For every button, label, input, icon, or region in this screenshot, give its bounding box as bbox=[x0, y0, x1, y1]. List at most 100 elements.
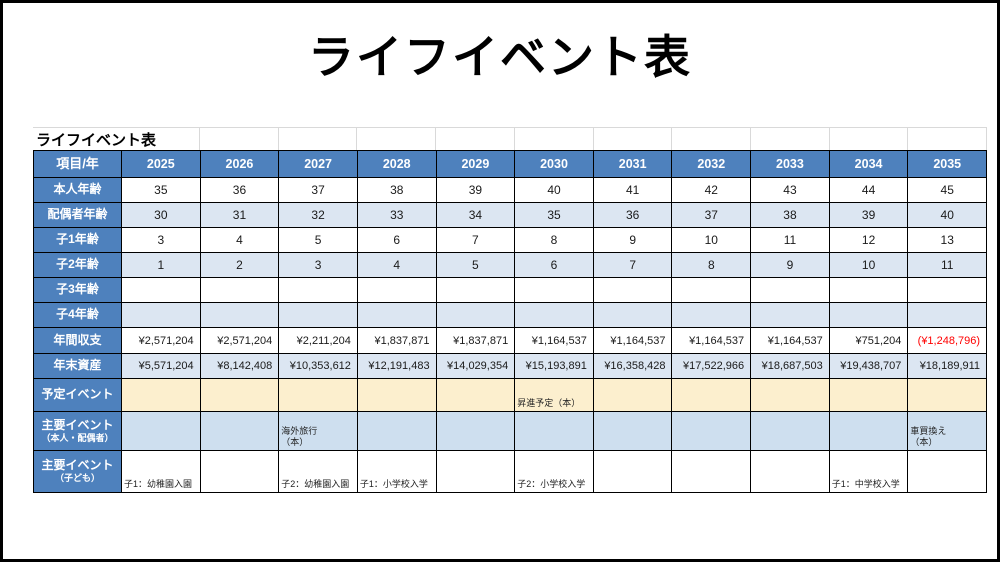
cell-spouse-age-2027: 32 bbox=[279, 203, 358, 228]
cell-child1-age-2027: 5 bbox=[279, 228, 358, 253]
cell-main-events-children-2026 bbox=[200, 451, 280, 493]
table-row-child1-age: 子1年齢 3 4 5 6 7 8 9 10 11 12 13 bbox=[34, 228, 988, 253]
row-label-text: 子3年齢 bbox=[56, 282, 99, 297]
cell-year-end-assets-2025: ¥5,571,204 bbox=[122, 354, 201, 379]
cell-planned-events-2029 bbox=[436, 379, 516, 412]
title-row-empty-cell bbox=[672, 128, 751, 150]
cell-main-events-children-2035 bbox=[908, 451, 988, 493]
cell-child1-age-2028: 6 bbox=[357, 228, 437, 253]
cell-spouse-age-2029: 34 bbox=[436, 203, 516, 228]
life-event-table: ライフイベント表 項目/年 2025 2026 2027 2028 2029 2030 203… bbox=[33, 127, 988, 493]
cell-honnin-age-2029: 39 bbox=[436, 178, 516, 203]
cell-child3-age-2035 bbox=[908, 278, 988, 303]
cell-child2-age-2029: 5 bbox=[436, 253, 516, 278]
cell-honnin-age-2026: 36 bbox=[200, 178, 280, 203]
cell-child3-age-2030 bbox=[515, 278, 594, 303]
cell-child1-age-2026: 4 bbox=[200, 228, 280, 253]
cell-child3-age-2034 bbox=[829, 278, 909, 303]
row-label-text: 主要イベント bbox=[41, 417, 114, 432]
row-sublabel-text: （本人・配偶者） bbox=[41, 432, 114, 443]
cell-main-events-children-2032 bbox=[672, 451, 752, 493]
row-label-child1-age: 子1年齢 bbox=[34, 228, 122, 253]
cell-spouse-age-2034: 39 bbox=[829, 203, 909, 228]
cell-spouse-age-2030: 35 bbox=[515, 203, 594, 228]
cell-child3-age-2025 bbox=[122, 278, 201, 303]
row-label-text: 主要イベント bbox=[41, 458, 114, 473]
year-header-2035: 2035 bbox=[908, 151, 988, 178]
row-label-planned-events: 予定イベント bbox=[34, 379, 122, 412]
cell-annual-balance-2028: ¥1,837,871 bbox=[357, 328, 437, 354]
cell-child2-age-2034: 10 bbox=[829, 253, 909, 278]
row-label-honnin-age: 本人年齢 bbox=[34, 178, 122, 203]
cell-child1-age-2025: 3 bbox=[122, 228, 201, 253]
cell-main-events-adult-2025 bbox=[122, 412, 201, 451]
cell-annual-balance-2025: ¥2,571,204 bbox=[122, 328, 201, 354]
cell-annual-balance-2027: ¥2,211,204 bbox=[279, 328, 358, 354]
cell-year-end-assets-2035: ¥18,189,911 bbox=[908, 354, 988, 379]
cell-planned-events-2035 bbox=[908, 379, 988, 412]
row-label-year-end-assets: 年末資産 bbox=[34, 354, 122, 379]
cell-child3-age-2029 bbox=[436, 278, 516, 303]
cell-child2-age-2025: 1 bbox=[122, 253, 201, 278]
cell-child1-age-2029: 7 bbox=[436, 228, 516, 253]
cell-honnin-age-2033: 43 bbox=[751, 178, 830, 203]
cell-main-events-children-2025: 子1：幼稚園入園 bbox=[122, 451, 201, 493]
cell-main-events-adult-2032 bbox=[672, 412, 752, 451]
row-label-text: 配偶者年齢 bbox=[47, 207, 108, 222]
row-label-spouse-age: 配偶者年齢 bbox=[34, 203, 122, 228]
title-row-empty-cell bbox=[436, 128, 515, 150]
cell-spouse-age-2025: 30 bbox=[122, 203, 201, 228]
table-row-spouse-age: 配偶者年齢 30 31 32 33 34 35 36 37 38 39 40 bbox=[34, 203, 988, 228]
title-row-empty-cell bbox=[750, 128, 830, 150]
cell-main-events-adult-2030 bbox=[515, 412, 594, 451]
cell-child2-age-2030: 6 bbox=[515, 253, 594, 278]
cell-spouse-age-2033: 38 bbox=[751, 203, 830, 228]
cell-planned-events-2034 bbox=[829, 379, 909, 412]
cell-child4-age-2029 bbox=[436, 303, 516, 328]
cell-year-end-assets-2034: ¥19,438,707 bbox=[829, 354, 909, 379]
cell-year-end-assets-2031: ¥16,358,428 bbox=[593, 354, 673, 379]
title-row-empty-cell bbox=[514, 128, 594, 150]
table-title-row: ライフイベント表 bbox=[33, 127, 988, 150]
row-label-text: 予定イベント bbox=[41, 387, 114, 402]
cell-planned-events-2030: 昇進予定（本） bbox=[515, 379, 594, 412]
table-row-child4-age: 子4年齢 bbox=[34, 303, 988, 328]
year-header-2032: 2032 bbox=[672, 151, 752, 178]
year-header-2031: 2031 bbox=[593, 151, 673, 178]
cell-planned-events-2025 bbox=[122, 379, 201, 412]
cell-child4-age-2033 bbox=[751, 303, 830, 328]
cell-main-events-adult-2028 bbox=[357, 412, 437, 451]
table-row-honnin-age: 本人年齢 35 36 37 38 39 40 41 42 43 44 45 bbox=[34, 178, 988, 203]
title-row-empty-cell bbox=[278, 128, 358, 150]
cell-child4-age-2034 bbox=[829, 303, 909, 328]
cell-annual-balance-2026: ¥2,571,204 bbox=[200, 328, 280, 354]
cell-annual-balance-2030: ¥1,164,537 bbox=[515, 328, 594, 354]
cell-child4-age-2032 bbox=[672, 303, 752, 328]
cell-main-events-children-2030: 子2：小学校入学 bbox=[515, 451, 594, 493]
table-header-row: 項目/年 2025 2026 2027 2028 2029 2030 2031 2032 2033… bbox=[34, 151, 988, 178]
cell-child3-age-2032 bbox=[672, 278, 752, 303]
cell-main-events-children-2031 bbox=[593, 451, 673, 493]
year-header-2026: 2026 bbox=[200, 151, 280, 178]
cell-honnin-age-2030: 40 bbox=[515, 178, 594, 203]
corner-header-cell: 項目/年 bbox=[34, 151, 122, 178]
cell-main-events-adult-2026 bbox=[200, 412, 280, 451]
year-header-2029: 2029 bbox=[436, 151, 516, 178]
title-row-empty-cell bbox=[593, 128, 673, 150]
cell-child3-age-2026 bbox=[200, 278, 280, 303]
table-title: ライフイベント表 bbox=[36, 131, 157, 149]
cell-main-events-adult-2027: 海外旅行 （本） bbox=[279, 412, 358, 451]
cell-child1-age-2035: 13 bbox=[908, 228, 988, 253]
cell-main-events-children-2034: 子1：中学校入学 bbox=[829, 451, 909, 493]
cell-child1-age-2030: 8 bbox=[515, 228, 594, 253]
cell-planned-events-2028 bbox=[357, 379, 437, 412]
cell-main-events-adult-2033 bbox=[751, 412, 830, 451]
cell-year-end-assets-2029: ¥14,029,354 bbox=[436, 354, 516, 379]
cell-main-events-children-2028: 子1：小学校入学 bbox=[357, 451, 437, 493]
cell-child2-age-2028: 4 bbox=[357, 253, 437, 278]
cell-spouse-age-2035: 40 bbox=[908, 203, 988, 228]
cell-honnin-age-2027: 37 bbox=[279, 178, 358, 203]
row-label-text: 子4年齢 bbox=[56, 307, 99, 322]
cell-main-events-children-2027: 子2：幼稚園入園 bbox=[279, 451, 358, 493]
